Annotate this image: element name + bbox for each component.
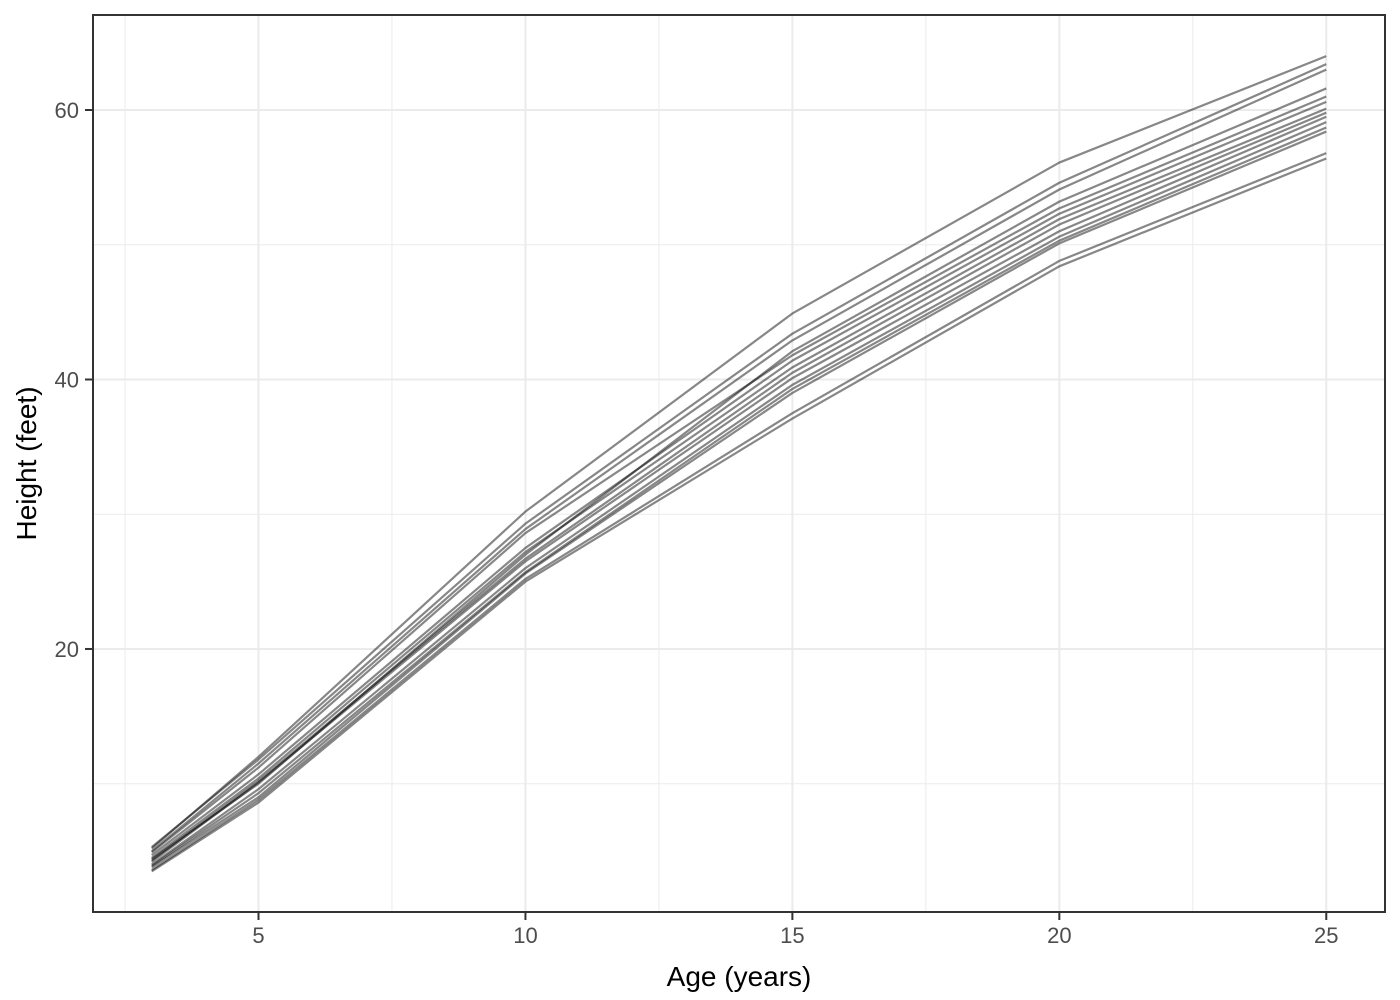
- gridlines-major: [93, 15, 1385, 912]
- growth-line-tree-03: [151, 68, 1327, 852]
- growth-line-tree-04: [151, 87, 1327, 861]
- growth-line-tree-11: [151, 126, 1327, 867]
- y-tick-label: 60: [55, 98, 79, 123]
- x-axis-title: Age (years): [667, 961, 812, 992]
- growth-line-tree-05: [151, 95, 1327, 854]
- growth-line-tree-12: [151, 130, 1327, 869]
- growth-line-tree-08: [151, 111, 1327, 862]
- y-tick-label: 40: [55, 367, 79, 392]
- data-lines: [151, 55, 1327, 873]
- growth-line-tree-09: [151, 115, 1327, 863]
- y-axis-title: Height (feet): [11, 386, 42, 540]
- growth-line-tree-07: [151, 107, 1327, 859]
- axis-tick-labels: 5 10 15 20 25 20 40 60: [55, 98, 1339, 948]
- growth-line-tree-02: [151, 63, 1327, 848]
- x-tick-label: 5: [252, 923, 264, 948]
- growth-line-tree-01: [151, 55, 1327, 850]
- plot-panel: [93, 15, 1385, 912]
- growth-line-tree-14: [151, 157, 1327, 873]
- axis-ticks: [85, 108, 1328, 920]
- x-tick-label: 20: [1047, 923, 1071, 948]
- y-tick-label: 20: [55, 637, 79, 662]
- growth-line-tree-06: [151, 100, 1327, 857]
- x-tick-label: 10: [513, 923, 537, 948]
- x-tick-label: 25: [1314, 923, 1338, 948]
- panel-border: [92, 14, 1386, 913]
- gridlines-minor: [93, 15, 1385, 912]
- growth-line-tree-10: [151, 121, 1327, 866]
- x-tick-label: 15: [780, 923, 804, 948]
- growth-line-tree-13: [151, 152, 1327, 871]
